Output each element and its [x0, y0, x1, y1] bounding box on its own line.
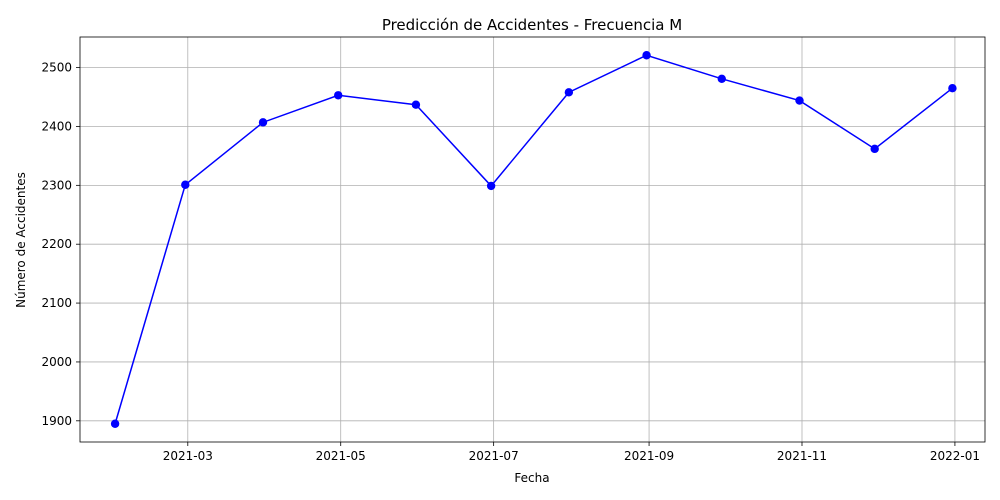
y-tick-label: 2400 [41, 119, 72, 133]
data-point [795, 96, 804, 105]
y-tick-label: 2500 [41, 61, 72, 75]
data-point [642, 51, 651, 60]
y-tick-label: 2100 [41, 296, 72, 310]
y-tick-label: 2200 [41, 237, 72, 251]
data-point [181, 180, 190, 189]
grid [80, 37, 985, 442]
chart-title: Predicción de Accidentes - Frecuencia M [382, 16, 682, 34]
x-tick-label: 2021-03 [163, 449, 213, 463]
data-point [258, 118, 268, 127]
x-tick-label: 2022-01 [930, 449, 980, 463]
y-axis: 1900 2000 2100 2200 2300 2400 2500 [41, 61, 80, 428]
data-point [870, 144, 879, 154]
y-tick-label: 2300 [41, 178, 72, 192]
y-axis-label: Número de Accidentes [14, 172, 28, 308]
y-tick-label: 2000 [41, 355, 72, 369]
x-tick-label: 2021-09 [624, 449, 674, 463]
data-point [486, 181, 496, 191]
data-point [717, 74, 726, 83]
data-point [564, 88, 574, 97]
x-axis: 2021-03 2021-05 2021-07 2021-09 2021-11 2022-… [163, 442, 980, 463]
x-tick-label: 2021-11 [777, 449, 827, 463]
series-layer [110, 51, 957, 428]
y-tick-label: 1900 [41, 414, 72, 428]
x-axis-label: Fecha [514, 471, 549, 485]
data-point [334, 91, 343, 100]
x-tick-label: 2021-05 [316, 449, 366, 463]
data-point [411, 100, 421, 109]
data-point [948, 84, 957, 93]
data-point [110, 419, 120, 428]
series-line [114, 54, 953, 424]
plot-frame [79, 36, 986, 443]
x-tick-label: 2021-07 [469, 449, 519, 463]
